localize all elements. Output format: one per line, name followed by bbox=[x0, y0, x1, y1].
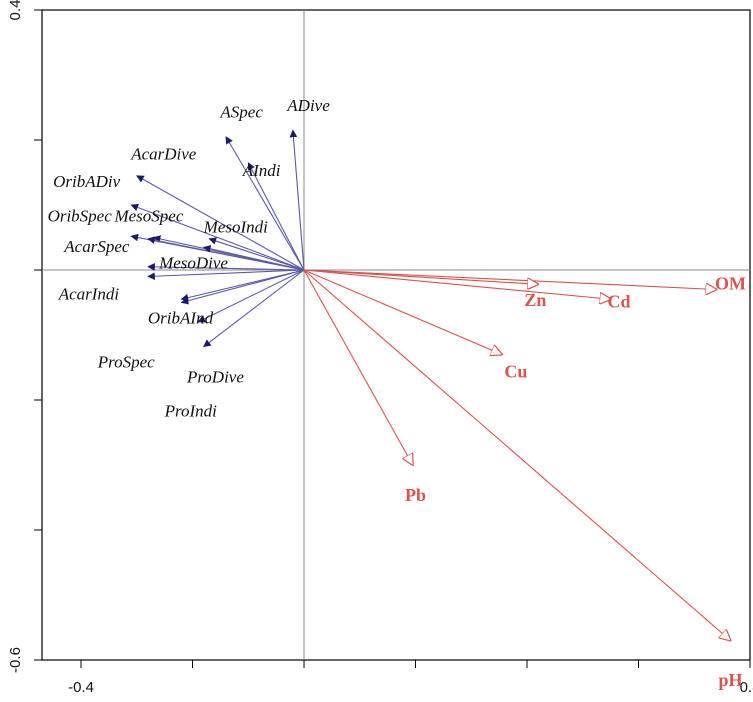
species-label-mesospec: MesoSpec bbox=[113, 206, 183, 225]
species-label-acarindi: AcarIndi bbox=[58, 284, 120, 303]
species-arrow-acarindi bbox=[147, 263, 305, 271]
plot-frame bbox=[41, 9, 751, 661]
y-tick-label: -0.6 bbox=[7, 647, 24, 673]
environment-arrows-layer bbox=[303, 269, 730, 641]
x-tick-label: -0.4 bbox=[68, 679, 94, 696]
species-arrow-adive bbox=[289, 129, 305, 271]
species-label-proindi: ProIndi bbox=[164, 401, 218, 420]
env-arrow-om bbox=[303, 269, 717, 290]
species-label-adive: ADive bbox=[286, 96, 330, 115]
env-label-ph: pH bbox=[718, 670, 742, 690]
env-label-pb: Pb bbox=[405, 485, 426, 505]
species-arrow-mesoindi bbox=[208, 237, 305, 271]
species-arrow-acardive bbox=[136, 175, 305, 271]
species-arrow-acarindi2 bbox=[147, 269, 305, 281]
species-label-oribspec: OribSpec bbox=[48, 206, 113, 225]
species-arrow-acarspec bbox=[147, 236, 305, 271]
species-label-mesoindi: MesoIndi bbox=[203, 217, 268, 236]
env-arrow-zn bbox=[303, 269, 538, 284]
species-arrow-aindi bbox=[247, 162, 305, 271]
y-tick-label: 0.4 bbox=[7, 0, 24, 20]
env-label-cd: Cd bbox=[607, 292, 630, 312]
env-label-cu: Cu bbox=[504, 361, 527, 381]
x-tick-label: 0.8 bbox=[740, 679, 753, 696]
species-label-mesodive: MesoDive bbox=[158, 254, 228, 273]
species-arrow-prodive bbox=[197, 269, 305, 323]
env-arrow-ph bbox=[303, 269, 730, 641]
species-label-aindi: AIndi bbox=[242, 161, 281, 180]
species-label-acarspec: AcarSpec bbox=[63, 237, 130, 256]
species-arrow-prospec bbox=[180, 269, 305, 305]
labels-layer: OM Zn Cd Cu Pb pH ADive ASpec AIndi AcarDive OribA… bbox=[48, 96, 746, 690]
env-label-zn: Zn bbox=[524, 290, 546, 310]
species-label-acardive: AcarDive bbox=[130, 145, 197, 164]
env-arrow-cu bbox=[303, 269, 502, 355]
species-label-prospec: ProSpec bbox=[97, 353, 155, 372]
axes-layer: -0.4 0.8 0.4 -0.6 bbox=[7, 0, 753, 696]
species-arrow-proindi bbox=[203, 269, 305, 348]
env-arrow-pb bbox=[303, 269, 413, 465]
env-arrow-cd bbox=[303, 269, 611, 299]
species-label-aspec: ASpec bbox=[219, 102, 263, 121]
species-arrow-aspec bbox=[225, 136, 305, 271]
species-label-prodive: ProDive bbox=[186, 367, 244, 386]
env-label-om: OM bbox=[715, 274, 746, 294]
species-label-oribadiv: OribADiv bbox=[53, 172, 121, 191]
species-arrow-oribadiv bbox=[130, 203, 305, 271]
species-arrow-mesodive bbox=[202, 245, 305, 271]
species-arrows-layer bbox=[130, 129, 305, 348]
species-label-oribaind: OribAInd bbox=[148, 308, 214, 327]
